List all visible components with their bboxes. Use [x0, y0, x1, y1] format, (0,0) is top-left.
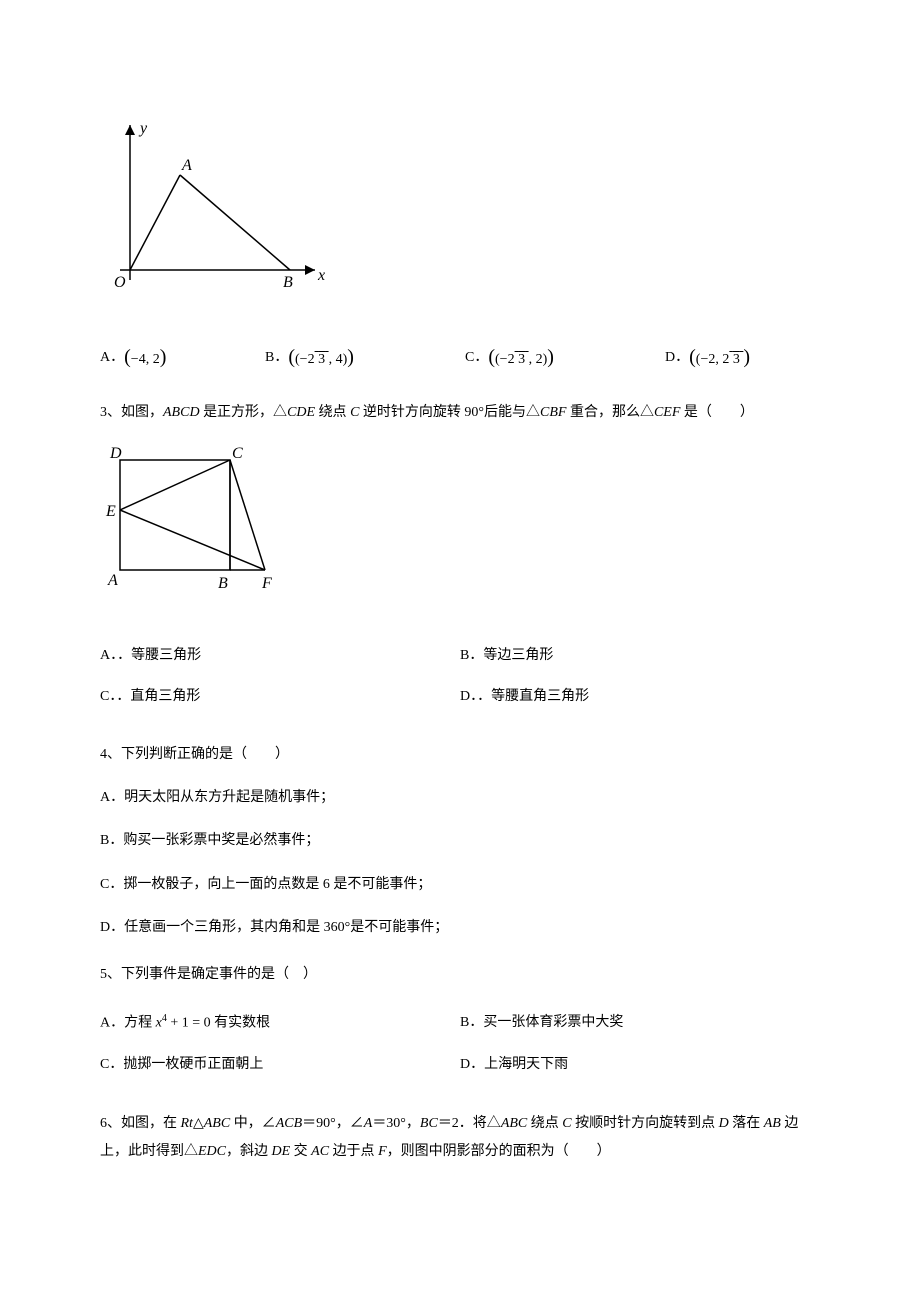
pt-d: D	[109, 445, 122, 462]
q4-option-c[interactable]: C．掷一枚骰子，向上一面的点数是 6 是不可能事件；	[100, 872, 820, 897]
figure-square-triangle: D C E A B F	[100, 440, 820, 609]
opt-value: (−4, 2)	[124, 339, 166, 375]
q4-option-a[interactable]: A．明天太阳从东方升起是随机事件；	[100, 785, 820, 810]
q4-option-b[interactable]: B．购买一张彩票中奖是必然事件；	[100, 828, 820, 853]
q2-option-d[interactable]: D． ((−2, 2 3 )	[665, 339, 750, 375]
square-svg: D C E A B F	[100, 440, 300, 600]
opt-value: ((−2, 2 3 )	[689, 339, 750, 375]
axis-y-label: y	[138, 120, 148, 137]
opt-letter: A．	[100, 345, 124, 370]
q5-option-d[interactable]: D．上海明天下雨	[460, 1044, 820, 1085]
opt-letter: D．	[665, 345, 689, 370]
q2-options-row: A． (−4, 2) B． ((−2 3 , 4)) C． ((−2 3 , 2…	[100, 339, 820, 375]
figure-coordinate-triangle: y x O A B	[100, 115, 820, 314]
pt-e: E	[105, 503, 116, 520]
opt-value: ((−2 3 , 2))	[488, 339, 554, 375]
q2-option-c[interactable]: C． ((−2 3 , 2))	[465, 339, 665, 375]
q3-option-b[interactable]: B．等边三角形	[460, 635, 820, 676]
q5-option-c[interactable]: C．抛掷一枚硬币正面朝上	[100, 1044, 460, 1085]
coord-svg: y x O A B	[100, 115, 330, 305]
pt-c: C	[232, 445, 243, 462]
pt-f: F	[261, 575, 272, 592]
q6-text: 6、如图，在 Rt△ABC 中，∠ACB＝90°，∠A＝30°，BC＝2．将△A…	[100, 1110, 820, 1166]
q5-option-a[interactable]: A．方程 x4 + 1 = 0 有实数根	[100, 1002, 460, 1044]
q2-option-a[interactable]: A． (−4, 2)	[100, 339, 265, 375]
q5-text: 5、下列事件是确定事件的是（ ）	[100, 962, 820, 987]
opt-value: ((−2 3 , 4))	[288, 339, 354, 375]
point-b-label: B	[283, 274, 293, 291]
axis-x-label: x	[317, 267, 325, 284]
q4-text: 4、下列判断正确的是（ ）	[100, 742, 820, 767]
point-a-label: A	[181, 157, 192, 174]
q3-option-a[interactable]: A．．等腰三角形	[100, 635, 460, 676]
q2-option-b[interactable]: B． ((−2 3 , 4))	[265, 339, 465, 375]
q4-option-d[interactable]: D．任意画一个三角形，其内角和是 360°是不可能事件；	[100, 915, 820, 940]
opt-letter: C．	[465, 345, 488, 370]
q3-options: A．．等腰三角形 B．等边三角形 C．．直角三角形 D．．等腰直角三角形	[100, 635, 820, 717]
opt-letter: B．	[265, 345, 288, 370]
q3-option-d[interactable]: D．．等腰直角三角形	[460, 676, 820, 717]
q3-option-c[interactable]: C．．直角三角形	[100, 676, 460, 717]
pt-b: B	[218, 575, 228, 592]
pt-a: A	[107, 572, 118, 589]
origin-label: O	[114, 274, 126, 291]
q3-text: 3、如图，ABCD 是正方形，△CDE 绕点 C 逆时针方向旋转 90°后能与△…	[100, 400, 820, 425]
q5-option-b[interactable]: B．买一张体育彩票中大奖	[460, 1002, 820, 1044]
q5-options: A．方程 x4 + 1 = 0 有实数根 B．买一张体育彩票中大奖 C．抛掷一枚…	[100, 1002, 820, 1085]
